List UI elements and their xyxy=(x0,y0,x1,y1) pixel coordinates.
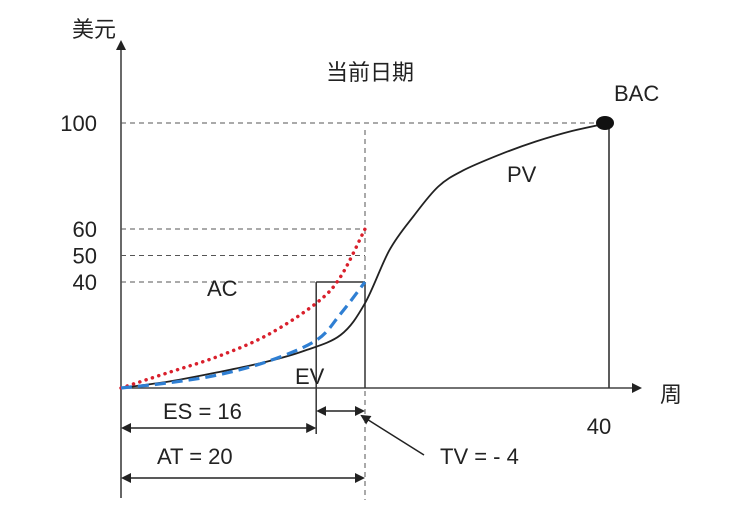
reference-lines xyxy=(121,122,609,283)
y-tick-50: 50 xyxy=(73,244,97,269)
y-tick-40: 40 xyxy=(73,270,97,295)
y-tick-100: 100 xyxy=(60,111,97,136)
bac-label: BAC xyxy=(614,81,659,106)
series-line-ac xyxy=(119,227,367,390)
series-line-pv xyxy=(120,122,610,389)
series-label-ev: EV xyxy=(295,364,325,389)
at-label: AT = 20 xyxy=(157,444,233,469)
series-line-ev xyxy=(120,281,367,390)
tv-label: TV = - 4 xyxy=(440,444,519,469)
y-tick-60: 60 xyxy=(73,217,97,242)
series-layer xyxy=(119,122,610,390)
series-label-pv: PV xyxy=(507,162,537,187)
es-label: ES = 16 xyxy=(163,399,242,424)
bac-point xyxy=(596,116,614,130)
y-axis-label: 美元 xyxy=(72,17,116,42)
tv-pointer xyxy=(360,414,425,456)
series-label-ac: AC xyxy=(207,276,238,301)
x-tick-40: 40 xyxy=(587,414,611,439)
x-axis-label: 周 xyxy=(660,382,682,407)
status-date-label: 当前日期 xyxy=(326,60,414,85)
helper-lines xyxy=(120,281,425,498)
